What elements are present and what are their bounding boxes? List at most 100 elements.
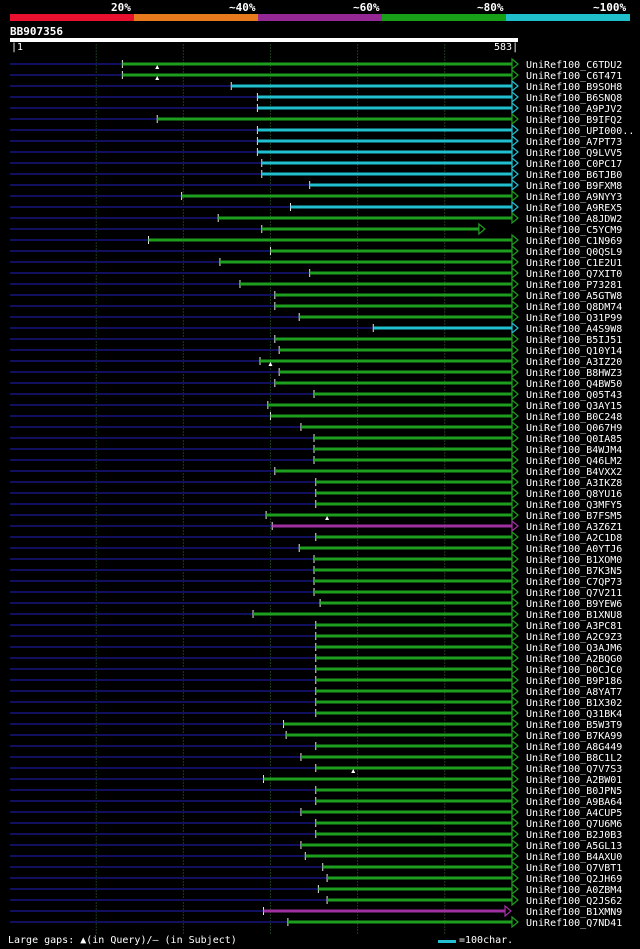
- hit-label: UniRef100_A5GTW8: [526, 291, 622, 302]
- query-gap-marker: [155, 76, 160, 80]
- hit-label: UniRef100_B6SNQ8: [526, 93, 622, 104]
- hit-arrow: [511, 915, 519, 929]
- legend-label-60: ~60%: [353, 1, 380, 14]
- hit-arrow: [511, 695, 519, 709]
- hit-label: UniRef100_Q7V7S3: [526, 764, 622, 775]
- legend-swatch-cyan: [506, 14, 630, 21]
- legend-label-80: ~80%: [477, 1, 504, 14]
- hit-arrow: [511, 310, 519, 324]
- hit-label: UniRef100_A3IZ20: [526, 357, 622, 368]
- hit-label: UniRef100_Q9LVV5: [526, 148, 622, 159]
- hit-arrow: [511, 651, 519, 665]
- hit-label: UniRef100_B2J0B3: [526, 830, 622, 841]
- hit-label: UniRef100_B1XNU8: [526, 610, 622, 621]
- legend-swatch-red: [10, 14, 134, 21]
- hit-label: UniRef100_P73281: [526, 280, 622, 291]
- hit-label: UniRef100_A9BA64: [526, 797, 622, 808]
- hit-label: UniRef100_Q8YU16: [526, 489, 622, 500]
- hit-label: UniRef100_A0ZBM4: [526, 885, 622, 896]
- hit-arrow: [511, 420, 519, 434]
- hit-arrow: [511, 552, 519, 566]
- hit-label: UniRef100_A4S9W8: [526, 324, 622, 335]
- hit-arrow: [511, 464, 519, 478]
- hit-label: UniRef100_Q10Y14: [526, 346, 622, 357]
- hit-arrow: [511, 442, 519, 456]
- hit-arrow: [511, 805, 519, 819]
- scale-bar: [438, 940, 456, 943]
- hit-label: UniRef100_B0JPN5: [526, 786, 622, 797]
- hit-label: UniRef100_Q3MFY5: [526, 500, 622, 511]
- hit-arrow: [511, 816, 519, 830]
- ruler-start-value: 1: [17, 42, 24, 53]
- hit-label: UniRef100_Q31P99: [526, 313, 622, 324]
- hit-arrow: [511, 662, 519, 676]
- hit-arrow: [511, 365, 519, 379]
- hit-label: UniRef100_C6TDU2: [526, 60, 622, 71]
- hit-arrow: [511, 79, 519, 93]
- legend-label-100: ~100%: [593, 1, 627, 14]
- hit-arrow: [511, 398, 519, 412]
- hit-arrow: [511, 893, 519, 907]
- hit-label: UniRef100_B9IFQ2: [526, 115, 622, 126]
- hit-label: UniRef100_B7KA99: [526, 731, 622, 742]
- hit-label: UniRef100_UPI000..: [526, 126, 634, 137]
- hit-arrow: [511, 684, 519, 698]
- hit-label: UniRef100_B5IJ51: [526, 335, 622, 346]
- hit-label: UniRef100_Q7U6M6: [526, 819, 622, 830]
- hit-arrow: [511, 134, 519, 148]
- hit-label: UniRef100_B5W3T9: [526, 720, 622, 731]
- legend-swatch-orange: [134, 14, 258, 21]
- hit-arrow: [511, 431, 519, 445]
- hit-arrow: [511, 112, 519, 126]
- hit-arrow: [511, 233, 519, 247]
- hit-label: UniRef100_B1X302: [526, 698, 622, 709]
- hit-arrow: [511, 266, 519, 280]
- hit-arrow: [511, 574, 519, 588]
- hit-label: UniRef100_B9SOH8: [526, 82, 622, 93]
- hit-label: UniRef100_A8JDW2: [526, 214, 622, 225]
- hit-arrow: [511, 486, 519, 500]
- hit-label: UniRef100_A2C1D8: [526, 533, 622, 544]
- hit-label: UniRef100_A2BW01: [526, 775, 622, 786]
- hit-arrow: [511, 145, 519, 159]
- ruler-end-value: 583: [494, 42, 513, 53]
- hit-arrow: [511, 673, 519, 687]
- query-gap-marker: [325, 516, 330, 520]
- hit-label: UniRef100_Q7ND41: [526, 918, 622, 929]
- hit-label: UniRef100_C1E2U1: [526, 258, 622, 269]
- hit-arrow: [511, 530, 519, 544]
- hit-label: UniRef100_Q7XIT0: [526, 269, 622, 280]
- hit-label: UniRef100_B4WJM4: [526, 445, 622, 456]
- query-id: BB907356: [10, 25, 63, 38]
- hit-label: UniRef100_Q0QSL9: [526, 247, 622, 258]
- hit-arrow: [511, 57, 519, 71]
- hit-label: UniRef100_A3IKZ8: [526, 478, 622, 489]
- legend-label-20: 20%: [111, 1, 131, 14]
- hit-arrow: [511, 497, 519, 511]
- hit-label: UniRef100_B1XOM0: [526, 555, 622, 566]
- hit-arrow: [511, 178, 519, 192]
- hit-label: UniRef100_B8HWZ3: [526, 368, 622, 379]
- hit-label: UniRef100_A7PT73: [526, 137, 622, 148]
- hit-arrow: [511, 618, 519, 632]
- hit-label: UniRef100_B8C1L2: [526, 753, 622, 764]
- hit-arrow: [511, 354, 519, 368]
- hit-label: UniRef100_A9PJV2: [526, 104, 622, 115]
- hit-arrow: [511, 244, 519, 258]
- hit-arrow: [511, 453, 519, 467]
- legend-swatch-green: [382, 14, 506, 21]
- hit-arrow: [511, 343, 519, 357]
- hit-label: UniRef100_B9YEW6: [526, 599, 622, 610]
- hit-label: UniRef100_A3PC81: [526, 621, 622, 632]
- hit-label: UniRef100_A0YTJ6: [526, 544, 622, 555]
- hit-arrow: [511, 838, 519, 852]
- hit-label: UniRef100_Q46LM2: [526, 456, 622, 467]
- hit-label: UniRef100_B4AXU0: [526, 852, 622, 863]
- hit-arrow: [511, 882, 519, 896]
- hit-label: UniRef100_B9FXM8: [526, 181, 622, 192]
- hit-label: UniRef100_Q3AY15: [526, 401, 622, 412]
- hit-arrow: [511, 508, 519, 522]
- hit-label: UniRef100_A8G449: [526, 742, 622, 753]
- hit-arrow: [511, 739, 519, 753]
- hit-arrow: [511, 596, 519, 610]
